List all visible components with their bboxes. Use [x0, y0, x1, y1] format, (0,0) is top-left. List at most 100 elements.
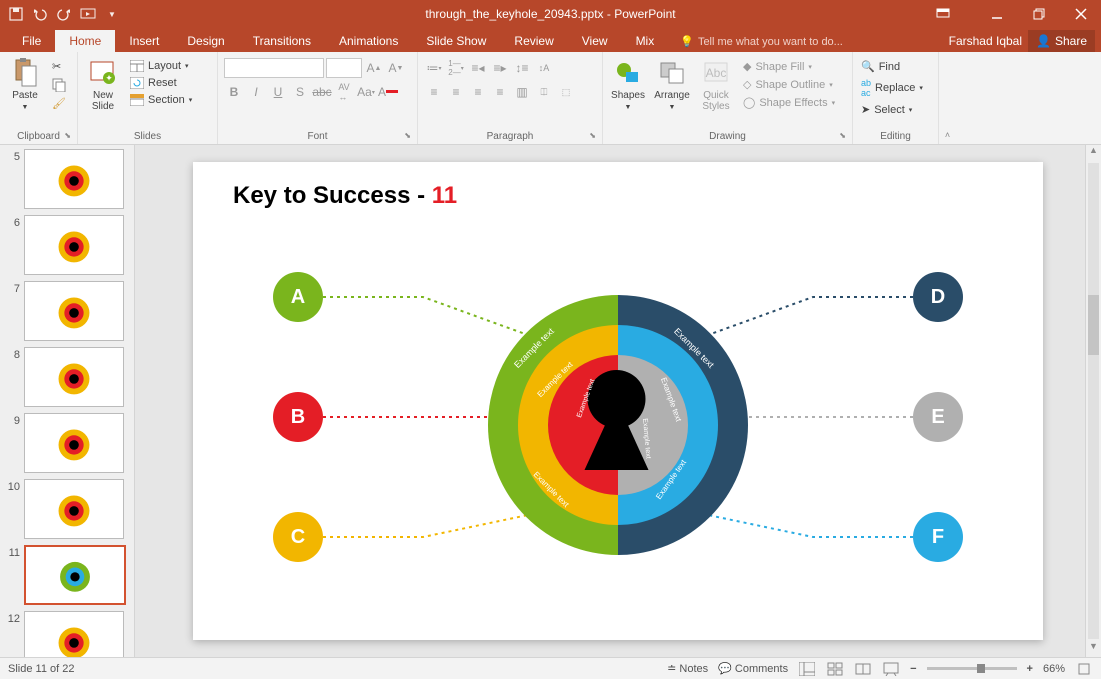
thumbnail-slide-6[interactable]: 6★	[4, 215, 130, 275]
replace-button[interactable]: abacReplace ▾	[857, 76, 927, 100]
thumbnail-slide-8[interactable]: 8★	[4, 347, 130, 407]
qat-dropdown-icon[interactable]: ▼	[104, 6, 120, 22]
find-button[interactable]: 🔍Find	[857, 58, 927, 75]
font-color-button[interactable]: A	[378, 82, 398, 102]
bold-button[interactable]: B	[224, 82, 244, 102]
shapes-button[interactable]: Shapes▼	[607, 54, 649, 117]
tab-file[interactable]: File	[8, 30, 55, 52]
font-size-combo[interactable]	[326, 58, 362, 78]
smartart-button[interactable]: ⬚	[556, 82, 576, 102]
zoom-level[interactable]: 66%	[1043, 663, 1065, 675]
format-painter-button[interactable]: 🖌	[48, 95, 70, 112]
tab-slideshow[interactable]: Slide Show	[412, 30, 500, 52]
zoom-out-button[interactable]: −	[910, 663, 916, 675]
justify-button[interactable]: ≡	[490, 82, 510, 102]
copy-button[interactable]	[48, 76, 70, 94]
tab-insert[interactable]: Insert	[115, 30, 173, 52]
tab-animations[interactable]: Animations	[325, 30, 412, 52]
strike-button[interactable]: abc	[312, 82, 332, 102]
font-family-combo[interactable]	[224, 58, 324, 78]
reading-view-button[interactable]	[854, 661, 872, 677]
arrange-button[interactable]: Arrange▼	[651, 54, 693, 117]
node-C[interactable]: C	[273, 512, 323, 562]
increase-font-button[interactable]: A▲	[364, 58, 384, 78]
new-slide-button[interactable]: ✦ New Slide	[82, 54, 124, 116]
italic-button[interactable]: I	[246, 82, 266, 102]
sorter-view-button[interactable]	[826, 661, 844, 677]
select-button[interactable]: ➤Select ▾	[857, 101, 927, 118]
minimize-button[interactable]	[977, 0, 1017, 28]
shape-outline-button[interactable]: ◇Shape Outline ▾	[739, 76, 839, 93]
collapse-ribbon-button[interactable]: ˄	[938, 52, 956, 144]
zoom-slider[interactable]	[927, 667, 1017, 670]
share-button[interactable]: 👤Share	[1028, 30, 1095, 52]
close-button[interactable]	[1061, 0, 1101, 28]
layout-icon	[130, 60, 144, 72]
thumbnail-slide-12[interactable]: 12★	[4, 611, 130, 657]
slideshow-start-icon[interactable]	[80, 6, 96, 22]
spacing-button[interactable]: AV↔	[334, 82, 354, 102]
current-slide[interactable]: Key to Success - 11 A B C D E F Example text …	[193, 162, 1043, 640]
quick-styles-button[interactable]: Abc Quick Styles	[695, 54, 737, 116]
section-button[interactable]: Section ▾	[126, 92, 196, 108]
ribbon-options-icon[interactable]	[923, 0, 963, 28]
shadow-button[interactable]: S	[290, 82, 310, 102]
save-icon[interactable]	[8, 6, 24, 22]
thumbnail-slide-7[interactable]: 7★	[4, 281, 130, 341]
node-F[interactable]: F	[913, 512, 963, 562]
numbering-button[interactable]: 1—2—▾	[446, 58, 466, 78]
align-left-button[interactable]: ≡	[424, 82, 444, 102]
tab-view[interactable]: View	[568, 30, 622, 52]
case-button[interactable]: Aa▾	[356, 82, 376, 102]
scroll-thumb[interactable]	[1088, 295, 1099, 355]
thumbnail-slide-9[interactable]: 9★	[4, 413, 130, 473]
tab-transitions[interactable]: Transitions	[239, 30, 325, 52]
layout-button[interactable]: Layout ▾	[126, 58, 196, 74]
fit-window-button[interactable]	[1075, 661, 1093, 677]
node-E[interactable]: E	[913, 392, 963, 442]
redo-icon[interactable]	[56, 6, 72, 22]
vertical-scrollbar[interactable]: ▲ ▼	[1085, 145, 1101, 657]
decrease-indent-button[interactable]: ≡◂	[468, 58, 488, 78]
tab-mix[interactable]: Mix	[622, 30, 669, 52]
text-direction-button[interactable]: ↕A	[534, 58, 554, 78]
zoom-in-button[interactable]: +	[1027, 663, 1033, 675]
scroll-down-icon[interactable]: ▼	[1086, 641, 1101, 657]
notes-button[interactable]: ≐ Notes	[667, 662, 708, 675]
align-right-button[interactable]: ≡	[468, 82, 488, 102]
tell-me-search[interactable]: 💡Tell me what you want to do...	[668, 31, 855, 52]
thumbnail-slide-10[interactable]: 10★	[4, 479, 130, 539]
bullets-button[interactable]: ≔▾	[424, 58, 444, 78]
reset-button[interactable]: Reset	[126, 75, 196, 91]
columns-button[interactable]: ▥	[512, 82, 532, 102]
user-name[interactable]: Farshad Iqbal	[949, 34, 1022, 48]
scroll-up-icon[interactable]: ▲	[1086, 145, 1101, 161]
undo-icon[interactable]	[32, 6, 48, 22]
paste-button[interactable]: Paste▼	[4, 54, 46, 117]
keyhole-diagram[interactable]: Example text Example text Example text E…	[488, 295, 748, 555]
line-spacing-button[interactable]: ↕≡	[512, 58, 532, 78]
increase-indent-button[interactable]: ≡▸	[490, 58, 510, 78]
shape-effects-button[interactable]: ◯Shape Effects ▾	[739, 94, 839, 111]
slideshow-view-button[interactable]	[882, 661, 900, 677]
comments-button[interactable]: 💬 Comments	[718, 662, 788, 675]
underline-button[interactable]: U	[268, 82, 288, 102]
node-A[interactable]: A	[273, 272, 323, 322]
align-center-button[interactable]: ≡	[446, 82, 466, 102]
thumbnail-slide-5[interactable]: 5★	[4, 149, 130, 209]
restore-button[interactable]	[1019, 0, 1059, 28]
tab-review[interactable]: Review	[500, 30, 567, 52]
thumbnail-slide-11[interactable]: 11★	[4, 545, 130, 605]
slide-thumbnails-panel[interactable]: 5★6★7★8★9★10★11★ 12★	[0, 145, 135, 657]
node-B[interactable]: B	[273, 392, 323, 442]
slide-title[interactable]: Key to Success - 11	[233, 182, 457, 210]
section-icon	[130, 94, 144, 106]
normal-view-button[interactable]	[798, 661, 816, 677]
cut-button[interactable]: ✂	[48, 58, 70, 75]
tab-design[interactable]: Design	[173, 30, 238, 52]
decrease-font-button[interactable]: A▼	[386, 58, 406, 78]
shape-fill-button[interactable]: ◆Shape Fill ▾	[739, 58, 839, 75]
node-D[interactable]: D	[913, 272, 963, 322]
tab-home[interactable]: Home	[55, 30, 115, 52]
align-text-button[interactable]: ⎅	[534, 82, 554, 102]
